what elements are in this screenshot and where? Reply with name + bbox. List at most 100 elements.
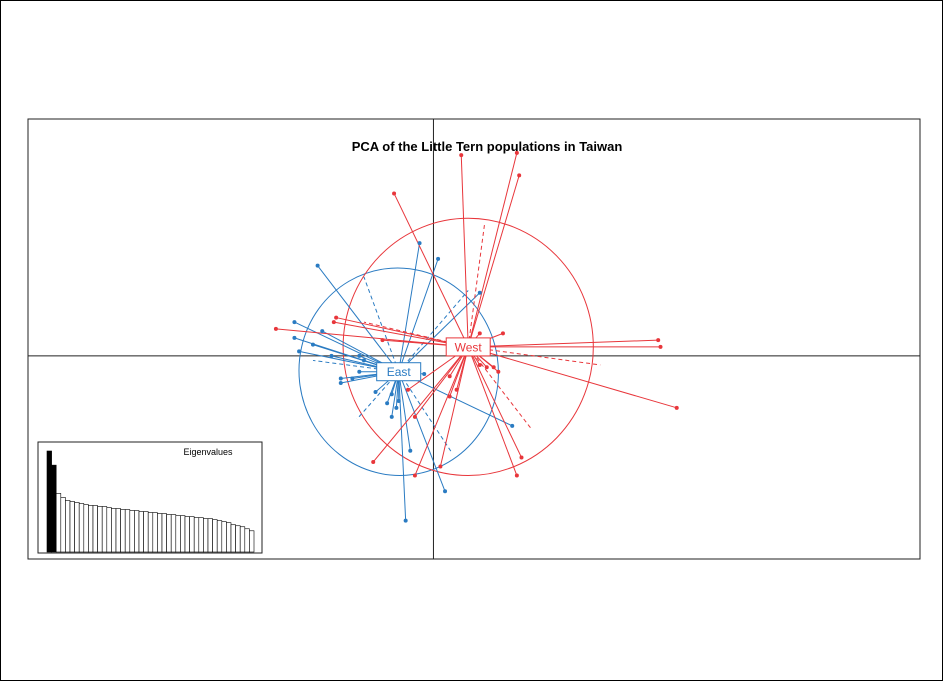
eigenvalue-bar — [170, 514, 177, 553]
east-point — [403, 518, 408, 523]
east-point — [361, 358, 366, 363]
east-point — [443, 489, 448, 494]
west-point — [392, 191, 397, 196]
east-point — [357, 369, 362, 374]
east-point — [389, 414, 394, 419]
west-point — [477, 331, 482, 336]
east-spoke — [398, 371, 411, 451]
eigenvalue-bar — [193, 517, 200, 553]
eigenvalue-bar — [235, 525, 241, 553]
west-point — [517, 173, 522, 178]
eigenvalue-bar — [124, 509, 131, 553]
eigenvalue-bar — [221, 521, 227, 553]
east-point — [408, 448, 413, 453]
eigenvalue-bar — [74, 502, 80, 553]
west-spoke — [460, 155, 469, 347]
east-point — [357, 353, 362, 358]
west-spoke — [467, 152, 518, 348]
east-point — [477, 290, 482, 295]
east-point — [417, 241, 422, 246]
eigenvalue-bar — [203, 518, 209, 553]
eigenvalue-bar — [161, 513, 167, 553]
west-spoke — [393, 193, 469, 348]
eigenvalue-bar — [83, 504, 89, 553]
west-point — [658, 344, 663, 349]
eigenvalue-bar — [244, 528, 250, 553]
eigenvalue-bar — [51, 464, 57, 553]
east-axis-spoke — [398, 290, 469, 373]
east-spoke — [398, 371, 446, 492]
eigenvalue-bar — [226, 522, 232, 553]
eigenvalue-bar — [175, 515, 181, 553]
east-point — [436, 256, 441, 261]
east-point — [396, 399, 401, 404]
inset-title: Eigenvalues — [183, 447, 233, 457]
west-spoke — [414, 346, 469, 476]
eigenvalue-bar — [212, 519, 218, 553]
eigenvalue-bar — [55, 493, 62, 553]
west-point — [412, 414, 417, 419]
east-point — [310, 342, 315, 347]
west-point — [380, 338, 385, 343]
eigenvalue-bar — [69, 501, 75, 553]
west-point — [454, 387, 459, 392]
eigenvalues-inset: Eigenvalues — [37, 441, 263, 554]
eigenvalue-bars — [46, 450, 255, 553]
east-point — [292, 320, 297, 325]
eigenvalue-bar — [106, 507, 112, 553]
west-axis-spoke — [467, 346, 532, 429]
west-spoke — [467, 346, 522, 458]
eigenvalue-bar — [230, 524, 236, 553]
east-point — [422, 371, 427, 376]
east-point — [329, 353, 334, 358]
east-axis-spoke — [363, 276, 400, 372]
west-point — [496, 369, 501, 374]
east-ellipse — [298, 267, 499, 476]
west-point — [438, 464, 443, 469]
west-point — [405, 387, 410, 392]
eigenvalue-bar — [216, 520, 223, 553]
west-point — [500, 331, 505, 336]
eigenvalue-bar — [101, 506, 108, 553]
eigenvalue-bar — [65, 500, 71, 553]
west-spoke — [468, 346, 677, 409]
east-point — [394, 405, 399, 410]
east-point — [338, 381, 343, 385]
east-point — [320, 329, 325, 334]
group-labels: East West — [376, 337, 491, 382]
west-label-box — [445, 337, 491, 357]
eigenvalue-bar — [157, 513, 163, 553]
east-point — [315, 263, 320, 268]
eigenvalue-bar — [97, 506, 103, 553]
east-point — [385, 401, 390, 406]
eigenvalue-bar — [46, 450, 52, 553]
west-spoke — [467, 346, 518, 476]
west-point — [656, 338, 661, 343]
east-point — [389, 392, 394, 397]
west-point — [447, 394, 452, 399]
eigenvalue-bar — [134, 510, 140, 553]
west-point — [477, 362, 482, 367]
west-point — [412, 473, 417, 478]
eigenvalue-bar — [184, 516, 190, 553]
east-label-box — [376, 362, 422, 382]
west-point — [514, 150, 519, 155]
eigenvalue-bar — [120, 509, 126, 553]
group-points — [273, 150, 679, 523]
eigenvalue-bar — [115, 508, 121, 553]
west-spoke — [372, 346, 469, 463]
eigenvalue-bar — [78, 503, 85, 553]
eigenvalue-bar — [239, 526, 246, 553]
west-point — [331, 320, 336, 325]
west-spoke — [439, 346, 469, 467]
eigenvalue-bar — [60, 497, 66, 553]
eigenvalue-bar — [152, 512, 158, 553]
west-point — [447, 374, 452, 379]
eigenvalue-bar — [129, 510, 135, 553]
east-point — [373, 390, 378, 395]
eigenvalue-bar — [92, 505, 98, 553]
eigenvalue-bar — [249, 530, 255, 553]
west-point — [674, 405, 679, 410]
east-point — [338, 376, 343, 381]
